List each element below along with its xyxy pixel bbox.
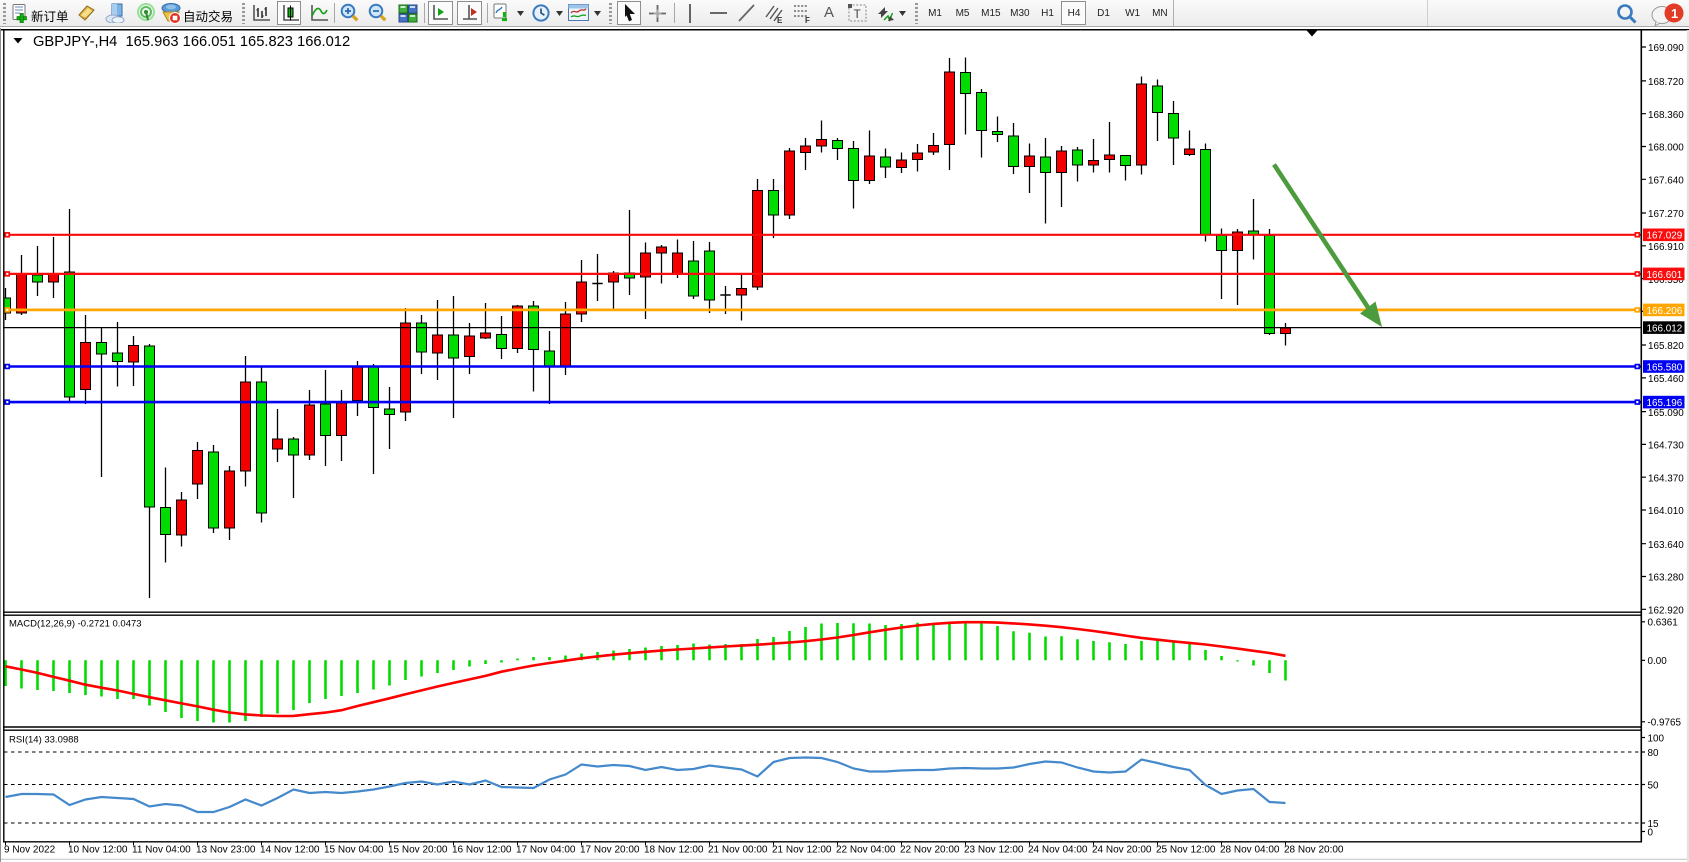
svg-text:165.820: 165.820 <box>1648 341 1684 352</box>
svg-text:GBPJPY-,H4 165.963 166.051 16: GBPJPY-,H4 165.963 166.051 165.823 166.0… <box>33 34 350 50</box>
svg-text:162.920: 162.920 <box>1648 606 1684 617</box>
svg-text:F: F <box>805 16 810 24</box>
svg-text:24 Nov 20:00: 24 Nov 20:00 <box>1092 845 1152 856</box>
svg-text:166.012: 166.012 <box>1647 324 1683 335</box>
svg-text:23 Nov 12:00: 23 Nov 12:00 <box>964 845 1024 856</box>
svg-text:17 Nov 04:00: 17 Nov 04:00 <box>516 845 576 856</box>
svg-text:163.640: 163.640 <box>1648 540 1684 551</box>
svg-text:167.029: 167.029 <box>1647 231 1683 242</box>
svg-text:168.000: 168.000 <box>1648 143 1684 154</box>
svg-text:10 Nov 12:00: 10 Nov 12:00 <box>68 845 128 856</box>
svg-text:15 Nov 04:00: 15 Nov 04:00 <box>324 845 384 856</box>
svg-text:100: 100 <box>1648 733 1665 744</box>
svg-text:22 Nov 20:00: 22 Nov 20:00 <box>900 845 960 856</box>
svg-text:1: 1 <box>1671 6 1678 21</box>
svg-text:24 Nov 04:00: 24 Nov 04:00 <box>1028 845 1088 856</box>
svg-text:21 Nov 00:00: 21 Nov 00:00 <box>708 845 768 856</box>
svg-text:164.730: 164.730 <box>1648 441 1684 452</box>
svg-text:50: 50 <box>1648 780 1659 791</box>
svg-text:16 Nov 12:00: 16 Nov 12:00 <box>452 845 512 856</box>
svg-text:166.550: 166.550 <box>1648 275 1684 286</box>
svg-text:17 Nov 20:00: 17 Nov 20:00 <box>580 845 640 856</box>
svg-text:21 Nov 12:00: 21 Nov 12:00 <box>772 845 832 856</box>
svg-text:168.720: 168.720 <box>1648 77 1684 88</box>
svg-text:164.010: 164.010 <box>1648 506 1684 517</box>
svg-text:E: E <box>777 16 783 24</box>
svg-text:25 Nov 12:00: 25 Nov 12:00 <box>1156 845 1216 856</box>
svg-text:RSI(14) 33.0988: RSI(14) 33.0988 <box>9 735 79 746</box>
svg-text:80: 80 <box>1648 748 1659 759</box>
svg-text:28 Nov 20:00: 28 Nov 20:00 <box>1284 845 1344 856</box>
svg-text:14 Nov 12:00: 14 Nov 12:00 <box>260 845 320 856</box>
svg-text:MACD(12,26,9) -0.2721 0.0473: MACD(12,26,9) -0.2721 0.0473 <box>9 619 142 630</box>
svg-text:11 Nov 04:00: 11 Nov 04:00 <box>132 845 191 856</box>
svg-text:167.270: 167.270 <box>1648 209 1684 220</box>
svg-text:168.360: 168.360 <box>1648 110 1684 121</box>
svg-text:167.640: 167.640 <box>1648 176 1684 187</box>
svg-text:165.460: 165.460 <box>1648 374 1684 385</box>
svg-text:-0.9765: -0.9765 <box>1648 718 1682 729</box>
svg-text:166.206: 166.206 <box>1647 306 1683 317</box>
svg-text:169.090: 169.090 <box>1648 43 1684 54</box>
svg-text:15: 15 <box>1648 819 1659 830</box>
svg-text:166.601: 166.601 <box>1647 270 1683 281</box>
svg-text:165.580: 165.580 <box>1647 362 1683 373</box>
svg-text:22 Nov 04:00: 22 Nov 04:00 <box>836 845 896 856</box>
svg-text:165.196: 165.196 <box>1647 398 1683 409</box>
svg-text:165.090: 165.090 <box>1648 408 1684 419</box>
svg-text:15 Nov 20:00: 15 Nov 20:00 <box>388 845 448 856</box>
svg-text:13 Nov 23:00: 13 Nov 23:00 <box>196 845 256 856</box>
svg-text:0.00: 0.00 <box>1648 656 1668 667</box>
svg-text:164.370: 164.370 <box>1648 473 1684 484</box>
svg-text:28 Nov 04:00: 28 Nov 04:00 <box>1220 845 1280 856</box>
svg-text:9 Nov 2022: 9 Nov 2022 <box>4 845 56 856</box>
svg-text:163.280: 163.280 <box>1648 573 1684 584</box>
svg-text:166.910: 166.910 <box>1648 242 1684 253</box>
svg-text:0.6361: 0.6361 <box>1648 618 1679 629</box>
svg-text:0: 0 <box>1648 827 1654 838</box>
svg-text:18 Nov 12:00: 18 Nov 12:00 <box>644 845 704 856</box>
svg-text:T: T <box>854 7 862 21</box>
